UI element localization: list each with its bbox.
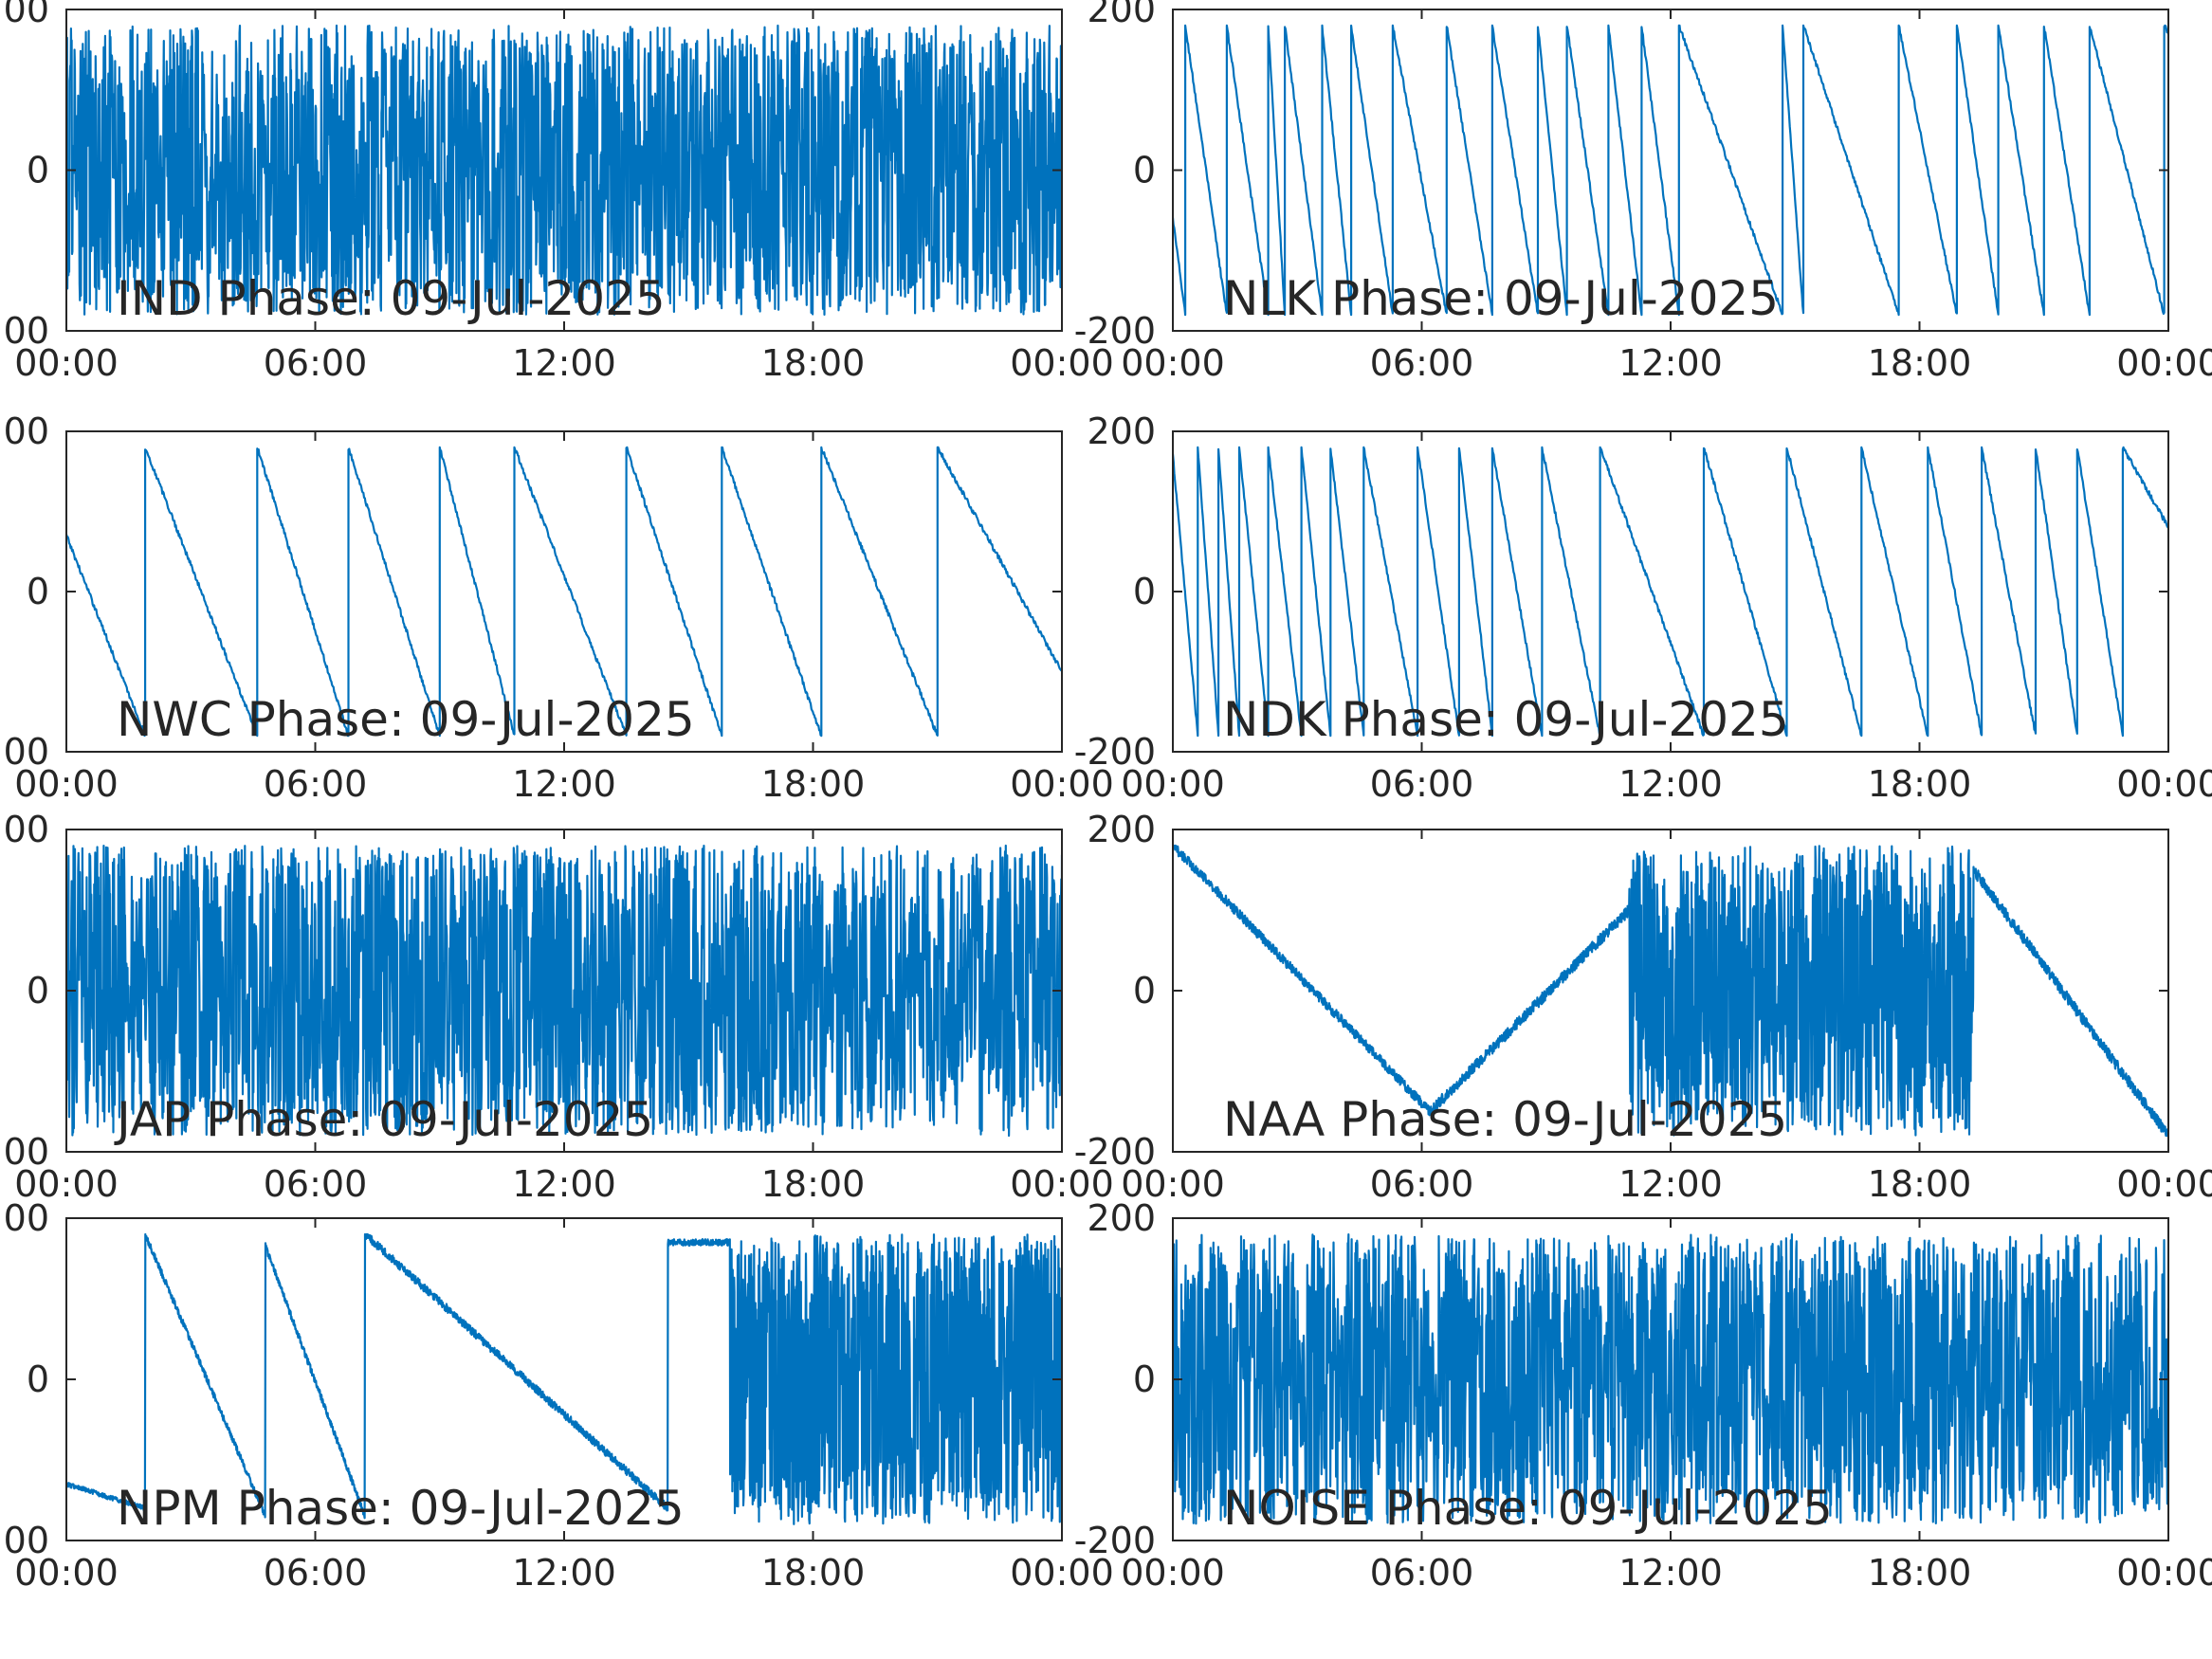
y-tick-label: 0 bbox=[1133, 571, 1156, 612]
y-tick-label: 200 bbox=[1087, 809, 1156, 850]
phase-series-line bbox=[1173, 446, 2168, 738]
x-tick-label: 00:00 bbox=[1121, 342, 1225, 384]
phase-series-line bbox=[1173, 844, 2168, 1138]
phase-series-line bbox=[66, 1232, 1062, 1525]
x-tick-label: 18:00 bbox=[761, 1163, 866, 1205]
x-tick-label: 06:00 bbox=[264, 1163, 368, 1205]
phase-series-line bbox=[1173, 1233, 2168, 1525]
phase-series-line bbox=[66, 24, 1062, 316]
x-tick-label: 00:00 bbox=[1121, 1163, 1225, 1205]
panel-title: NDK Phase: 09-Jul-2025 bbox=[1223, 692, 1789, 747]
x-tick-label: 18:00 bbox=[1868, 1163, 1972, 1205]
x-tick-label: 12:00 bbox=[1618, 1552, 1723, 1594]
x-tick-label: 18:00 bbox=[761, 763, 866, 805]
x-tick-label: 12:00 bbox=[1618, 342, 1723, 384]
panel-title: NWC Phase: 09-Jul-2025 bbox=[117, 692, 695, 747]
y-tick-label: 200 bbox=[1087, 1197, 1156, 1239]
x-tick-label: 00:00 bbox=[1010, 342, 1114, 384]
phase-series-line bbox=[1173, 24, 2168, 317]
x-tick-label: 00:00 bbox=[1010, 763, 1114, 805]
y-tick-label: 0 bbox=[27, 1358, 49, 1400]
y-tick-label: 0 bbox=[27, 970, 49, 1012]
x-tick-label: 12:00 bbox=[512, 342, 616, 384]
x-tick-label: 00:00 bbox=[1010, 1163, 1114, 1205]
y-tick-label: 0 bbox=[1133, 970, 1156, 1012]
x-tick-label: 00:00 bbox=[2116, 1552, 2212, 1594]
y-tick-label: 0 bbox=[27, 571, 49, 612]
x-tick-label: 00:00 bbox=[14, 1163, 119, 1205]
x-tick-label: 12:00 bbox=[512, 763, 616, 805]
panel-title: NLK Phase: 09-Jul-2025 bbox=[1223, 271, 1779, 326]
x-tick-label: 18:00 bbox=[761, 1552, 866, 1594]
y-tick-label: 0 bbox=[27, 150, 49, 191]
x-tick-label: 12:00 bbox=[512, 1163, 616, 1205]
y-tick-label: -200 bbox=[0, 1520, 49, 1561]
y-tick-label: -200 bbox=[0, 310, 49, 352]
x-tick-label: 06:00 bbox=[264, 1552, 368, 1594]
y-tick-label: -200 bbox=[0, 1131, 49, 1173]
x-tick-label: 06:00 bbox=[1370, 1163, 1474, 1205]
x-tick-label: 18:00 bbox=[1868, 342, 1972, 384]
x-tick-label: 00:00 bbox=[14, 763, 119, 805]
x-tick-label: 00:00 bbox=[2116, 342, 2212, 384]
x-tick-label: 12:00 bbox=[512, 1552, 616, 1594]
panel-title: NAA Phase: 09-Jul-2025 bbox=[1223, 1092, 1787, 1147]
x-tick-label: 00:00 bbox=[2116, 763, 2212, 805]
y-tick-label: 200 bbox=[0, 410, 49, 452]
panel-title: NPM Phase: 09-Jul-2025 bbox=[117, 1481, 685, 1536]
x-tick-label: 00:00 bbox=[1121, 763, 1225, 805]
phase-series-line bbox=[66, 446, 1062, 738]
y-tick-label: -200 bbox=[1074, 1520, 1156, 1561]
panel-title: NOISE Phase: 09-Jul-2025 bbox=[1223, 1481, 1833, 1536]
x-tick-label: 06:00 bbox=[264, 342, 368, 384]
y-tick-label: 0 bbox=[1133, 150, 1156, 191]
x-tick-label: 18:00 bbox=[1868, 763, 1972, 805]
y-tick-label: 200 bbox=[0, 809, 49, 850]
panel-title: JAP Phase: 09-Jul-2025 bbox=[114, 1092, 653, 1147]
x-tick-label: 00:00 bbox=[1121, 1552, 1225, 1594]
x-tick-label: 00:00 bbox=[2116, 1163, 2212, 1205]
y-tick-label: 200 bbox=[0, 0, 49, 30]
y-tick-label: -200 bbox=[0, 731, 49, 773]
x-tick-label: 00:00 bbox=[1010, 1552, 1114, 1594]
y-tick-label: -200 bbox=[1074, 310, 1156, 352]
y-tick-label: 200 bbox=[0, 1197, 49, 1239]
x-tick-label: 00:00 bbox=[14, 1552, 119, 1594]
x-tick-label: 12:00 bbox=[1618, 1163, 1723, 1205]
y-tick-label: 200 bbox=[1087, 410, 1156, 452]
x-tick-label: 06:00 bbox=[1370, 763, 1474, 805]
y-tick-label: -200 bbox=[1074, 731, 1156, 773]
x-tick-label: 12:00 bbox=[1618, 763, 1723, 805]
phase-series-line bbox=[66, 844, 1062, 1138]
x-tick-label: 06:00 bbox=[264, 763, 368, 805]
x-tick-label: 18:00 bbox=[761, 342, 866, 384]
x-tick-label: 18:00 bbox=[1868, 1552, 1972, 1594]
y-tick-label: 0 bbox=[1133, 1358, 1156, 1400]
panel-title: IND Phase: 09-Jul-2025 bbox=[117, 271, 666, 326]
x-tick-label: 06:00 bbox=[1370, 1552, 1474, 1594]
y-tick-label: -200 bbox=[1074, 1131, 1156, 1173]
y-tick-label: 200 bbox=[1087, 0, 1156, 30]
x-tick-label: 06:00 bbox=[1370, 342, 1474, 384]
x-tick-label: 00:00 bbox=[14, 342, 119, 384]
